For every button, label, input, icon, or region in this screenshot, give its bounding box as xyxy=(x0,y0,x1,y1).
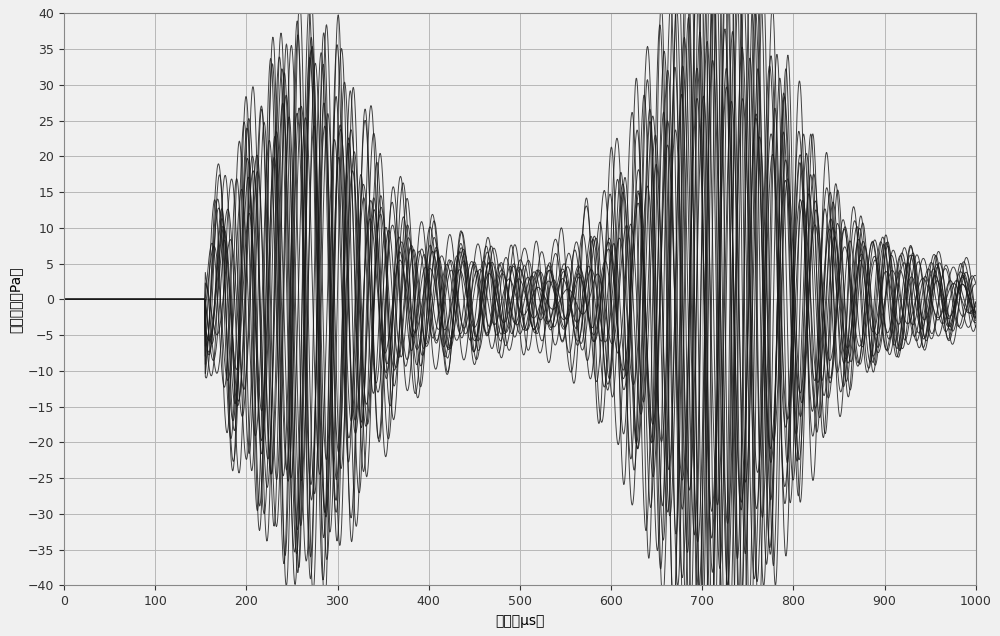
Y-axis label: 声墣压强（Pa）: 声墣压强（Pa） xyxy=(8,266,22,333)
X-axis label: 时间（μs）: 时间（μs） xyxy=(495,614,545,628)
